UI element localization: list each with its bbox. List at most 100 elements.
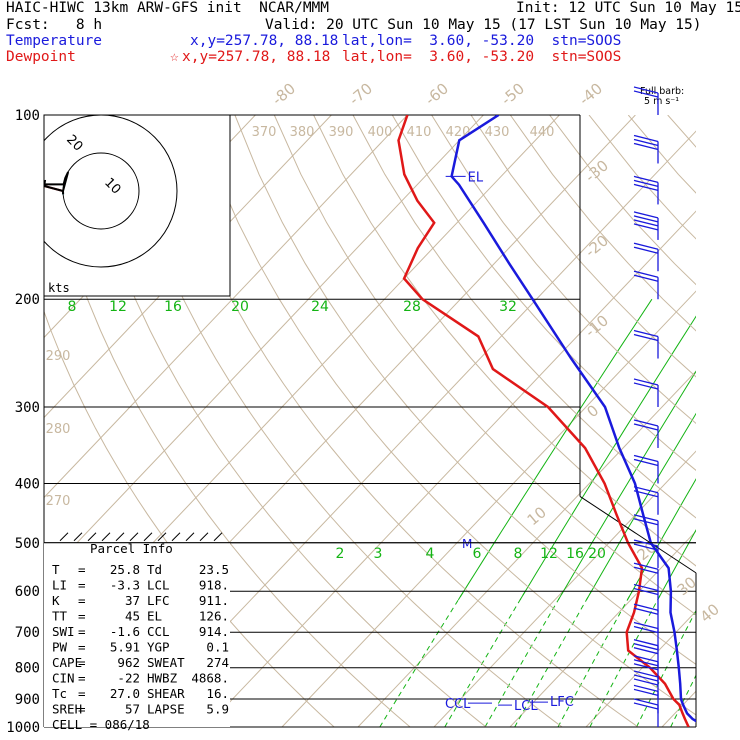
theta-label: 370: [252, 125, 277, 140]
dry-adiabat: [273, 115, 696, 616]
parcel-cell-value: CELL = 086/18: [52, 717, 150, 732]
panel-hatch: [199, 532, 209, 542]
wind-barb: [633, 86, 659, 115]
isotherm-line: [44, 115, 332, 419]
barb-key-label: Full barb:: [640, 86, 684, 97]
barb-flag: [633, 678, 659, 686]
isotherm-line: [585, 610, 696, 727]
theta-label: 270: [46, 494, 71, 509]
mixing-ratio-line: [519, 315, 696, 601]
dewpoint-xy: x,y=257.78, 88.18: [182, 49, 331, 65]
parcel-param-name: K: [52, 593, 60, 608]
parcel-param-name: CAPE: [52, 655, 82, 670]
barb-flag: [633, 86, 659, 94]
pressure-label: 800: [15, 661, 40, 677]
theta-label: 400: [368, 125, 393, 140]
pressure-label: 1000: [6, 720, 40, 736]
parcel-param-value: 45: [125, 609, 140, 624]
pressure-label: 200: [15, 292, 40, 308]
parcel-param-value: 37: [125, 593, 140, 608]
model-title: HAIC-HIWC 13km ARW-GFS init NCAR/MMM: [6, 0, 329, 16]
mixing-ratio-line: [626, 478, 696, 601]
mixing-ratio-label: 16: [164, 299, 182, 315]
dewpoint-profile: [397, 115, 690, 727]
parcel-param-name: TT: [52, 609, 68, 624]
parcel-param-value: 911.: [199, 593, 229, 608]
isotherm-line: [357, 370, 696, 727]
panel-hatch: [171, 532, 181, 542]
theta-label: 410: [407, 125, 432, 140]
barb-flag: [633, 587, 659, 596]
panel-hatch: [87, 532, 97, 542]
isotherm-label: 10: [524, 503, 550, 529]
barb-flag: [633, 562, 659, 570]
barb-flag: [633, 329, 659, 338]
right-axis-slant: [579, 496, 697, 574]
mixing-ratio-label: 2: [336, 546, 345, 562]
parcel-param-name: CCL: [147, 624, 170, 639]
wind-barb: [633, 329, 659, 359]
dry-adiabat: [77, 115, 487, 727]
parcel-param-value: 16.: [206, 686, 229, 701]
barb-flag: [633, 274, 659, 282]
barb-flag: [633, 698, 659, 706]
parcel-param-name: CIN: [52, 671, 75, 686]
parcel-param-name: LFC: [147, 593, 170, 608]
dry-adiabat: [234, 115, 696, 665]
barb-flag: [633, 179, 659, 188]
theta-label: 390: [329, 125, 354, 140]
mixing-ratio-line: [379, 590, 465, 727]
mixing-ratio-label: 24: [311, 299, 329, 315]
barb-flag: [633, 246, 659, 254]
panel-hatch: [157, 532, 167, 542]
parcel-panel-bg: [44, 542, 230, 727]
theta-label: 420: [446, 125, 471, 140]
dry-adiabat: [627, 115, 696, 194]
parcel-equals: =: [78, 624, 86, 639]
parcel-param-value: 57: [125, 702, 140, 717]
barb-flag: [633, 659, 659, 667]
parcel-param-name: PW: [52, 640, 68, 655]
barb-flag: [633, 215, 659, 223]
isotherm-line: [509, 530, 696, 727]
parcel-param-value: 23.5: [199, 562, 229, 577]
dry-adiabat-lines: [44, 115, 696, 727]
wind-barb: [633, 270, 659, 300]
barb-flag: [633, 378, 659, 386]
barb-flag: [633, 639, 659, 647]
parcel-param-name: Td: [147, 562, 162, 577]
barb-flag: [633, 242, 659, 250]
barb-flag: [633, 603, 659, 611]
parcel-param-value: 126.: [199, 609, 229, 624]
isotherm-label: -80: [269, 79, 299, 109]
dry-adiabat: [155, 115, 639, 727]
pressure-label: 400: [15, 476, 40, 492]
parcel-equals: =: [78, 578, 86, 593]
hodograph-frame: [43, 114, 231, 297]
wind-barb: [633, 486, 659, 515]
barb-flag: [633, 643, 659, 651]
pressure-label: 100: [15, 108, 40, 124]
parcel-equals: =: [78, 593, 86, 608]
mixing-ratio-label: 4: [426, 546, 435, 562]
barb-key-unit: 5 m s⁻¹: [644, 96, 679, 107]
wind-barb: [633, 242, 659, 272]
mixing-ratio-label: 12: [109, 299, 127, 315]
isotherm-label: 0: [583, 401, 602, 421]
parcel-param-name: HWBZ: [147, 671, 178, 686]
temperature-xy: x,y=257.78, 88.18: [190, 33, 339, 49]
hodograph-trace-high: [44, 171, 70, 195]
mixing-ratio-line: [721, 591, 740, 727]
mixing-ratio-label: 20: [588, 546, 606, 562]
wind-barb: [633, 514, 659, 543]
wind-barb: [633, 583, 659, 613]
mixing-ratio-line: [702, 299, 740, 600]
barb-flag: [633, 625, 659, 634]
parcel-param-value: 4868.: [191, 671, 229, 686]
mixing-ratio-label: 20: [231, 299, 249, 315]
parcel-param-value: 5.9: [206, 702, 229, 717]
panel-hatch: [129, 532, 139, 542]
forecast-hour: Fcst: 8 h: [6, 17, 102, 33]
el-label: EL: [468, 170, 484, 185]
